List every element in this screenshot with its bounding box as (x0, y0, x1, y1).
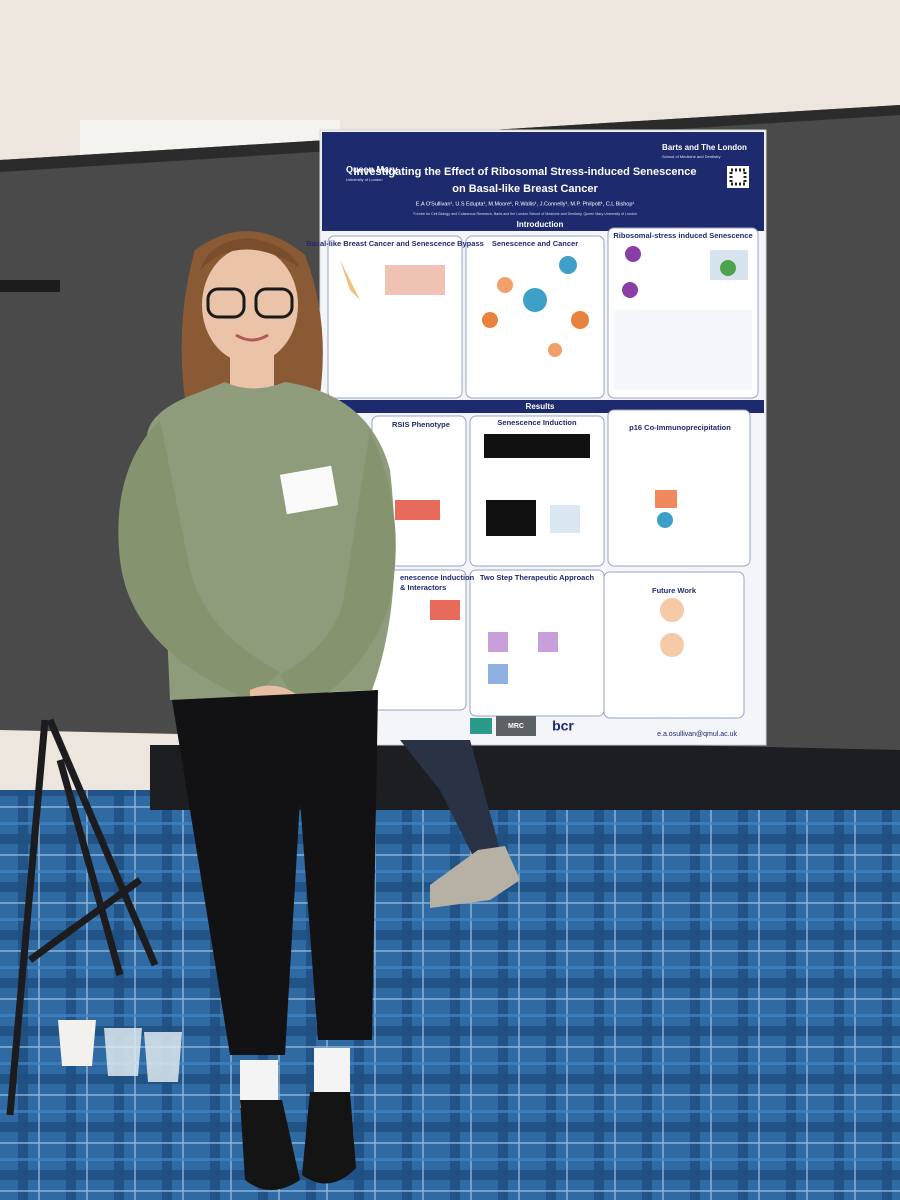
background-leg (400, 740, 500, 860)
email: e.a.osullivan@qmul.ac.uk (657, 731, 737, 738)
microscopy (486, 500, 536, 536)
qr-pattern (729, 168, 747, 186)
cell-figure (720, 260, 736, 276)
panel-title: p16 Co-Immunoprecipitation (629, 423, 731, 432)
text-block (614, 310, 752, 390)
panel-title: Senescence and Cancer (492, 239, 578, 248)
easel (6, 718, 159, 1116)
cell-figure (660, 633, 684, 657)
presenter (118, 231, 396, 1190)
figure (385, 265, 445, 295)
panel (465, 235, 605, 399)
glass (144, 1032, 182, 1082)
affiliation: ¹Centre for Cell Biology and Cutaneous R… (413, 212, 637, 216)
panel (607, 409, 751, 567)
smile (235, 333, 269, 342)
panel-title: Ribosomal-stress induced Senescence (613, 231, 752, 240)
cell-figure (622, 282, 638, 298)
face (202, 247, 298, 363)
logo-left: Queen Mary (346, 164, 398, 174)
cell-figure (571, 311, 589, 329)
sock (314, 1048, 350, 1096)
funder-logo: bcr (552, 718, 574, 734)
panel-title: RSIS Phenotype (392, 420, 450, 429)
sleeve (118, 420, 280, 700)
panel-title: & Interactors (400, 583, 446, 592)
poster-title: on Basal-like Breast Cancer (452, 183, 598, 195)
cell-figure (657, 512, 673, 528)
fringe (200, 238, 300, 270)
paper-cup (58, 1020, 96, 1066)
easel-clamp (0, 280, 60, 292)
neck (230, 355, 274, 390)
sleeve (280, 430, 396, 710)
cell-figure (559, 256, 577, 274)
panel-title: Senescence Induction (497, 418, 577, 427)
section-title: Introduction (517, 220, 564, 229)
bar-figure (550, 505, 580, 533)
poster: Queen Mary University of London Barts an… (306, 129, 767, 746)
panel (327, 235, 463, 399)
authors: E.A O'Sullivan¹, U.S Edupta¹, M.Moore¹, … (416, 201, 635, 207)
logo-right-sub: School of Medicine and Dentistry (662, 154, 720, 159)
shoe (302, 1092, 356, 1184)
heatmap (395, 500, 440, 520)
bar-figure (488, 632, 508, 652)
microscopy (484, 434, 590, 458)
bar-figure (488, 664, 508, 684)
background-shoe (430, 846, 520, 908)
cell-figure (523, 288, 547, 312)
bar-figure (538, 632, 558, 652)
glass (104, 1028, 142, 1076)
cell-figure (497, 277, 513, 293)
logo-box (496, 716, 536, 736)
panel-title: enescence Induction (400, 573, 475, 582)
logo-right: Barts and The London (662, 143, 747, 152)
logo-left-sub: University of London (346, 177, 382, 182)
easel-bar (27, 877, 143, 963)
cell-figure (625, 246, 641, 262)
easel-leg (46, 718, 159, 967)
trousers (172, 690, 378, 1055)
cell-figure (548, 343, 562, 357)
section-title: Results (526, 402, 555, 411)
glasses (206, 287, 246, 319)
panel-title: Future Work (652, 586, 697, 595)
easel-leg (6, 719, 49, 1116)
cell-figure (482, 312, 498, 328)
carpet (0, 790, 900, 1200)
figure (340, 260, 360, 300)
shoe (240, 1100, 300, 1190)
cell-figure (660, 598, 684, 622)
cell-figure (655, 490, 677, 508)
funder-logo: MRC (508, 723, 524, 730)
logo (470, 718, 492, 734)
heatmap (430, 600, 460, 620)
glasses (254, 287, 294, 319)
panel-title: Two Step Therapeutic Approach (480, 573, 595, 582)
poster-header (322, 132, 764, 228)
easel-leg (56, 759, 124, 976)
name-badge (279, 465, 339, 515)
panel-title: Basal-like Breast Cancer and Senescence … (306, 239, 484, 248)
poster-title: Investigating the Effect of Ribosomal St… (354, 166, 697, 178)
